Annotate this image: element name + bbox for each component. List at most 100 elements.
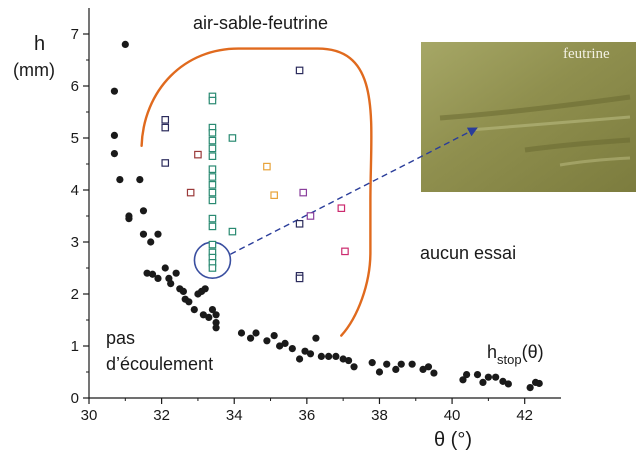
hstop-point [463, 371, 471, 379]
hstop-point [295, 355, 304, 363]
felt-streak [469, 115, 631, 132]
hstop-point [139, 230, 148, 238]
hstop-point [276, 342, 284, 350]
hstop-point [301, 347, 309, 355]
x-tick-label: 42 [516, 407, 533, 424]
hstop-point [154, 230, 162, 238]
felt-streak [524, 137, 631, 153]
y-axis-title: h [34, 33, 45, 55]
hstop-point [350, 363, 358, 371]
y-tick-label: 1 [71, 338, 79, 355]
y-axis-unit: (mm) [13, 60, 55, 80]
hstop-point [473, 371, 482, 379]
no-flow-label-line1: pas [106, 328, 135, 348]
hstop-subscript: stop [497, 352, 522, 367]
hstop-point [535, 379, 543, 388]
flow-point [208, 96, 217, 105]
hstop-point [419, 365, 427, 373]
hstop-point [165, 274, 173, 282]
hstop-point [172, 269, 180, 277]
hstop-point [430, 369, 438, 377]
hstop-point [185, 298, 193, 306]
hstop-point [288, 345, 296, 353]
flow-point [208, 240, 217, 249]
flow-point [341, 247, 349, 256]
hstop-point [281, 339, 289, 347]
hstop-point [212, 319, 220, 327]
felt-streak [439, 94, 631, 121]
hstop-point [125, 215, 133, 223]
hstop-point [368, 359, 376, 367]
flow-point [161, 123, 170, 132]
felt-streak [559, 156, 631, 167]
points-layer [110, 40, 543, 392]
flow-point [295, 66, 304, 75]
hstop-point [263, 337, 271, 345]
hstop-point [110, 131, 119, 139]
x-tick-label: 40 [444, 407, 461, 424]
zoom-arrow [230, 127, 478, 255]
flow-point [208, 129, 217, 137]
flow-point [228, 134, 237, 142]
flow-point [161, 159, 170, 167]
hstop-point [383, 360, 391, 368]
hstop-point [504, 380, 512, 388]
x-axis-title: θ (°) [434, 429, 472, 451]
x-tick-label: 38 [371, 407, 388, 424]
y-tick-label: 7 [71, 26, 79, 43]
y-tick-label: 4 [71, 182, 79, 199]
hstop-point [270, 332, 278, 340]
flow-point [208, 264, 217, 272]
y-tick-label: 6 [71, 78, 79, 95]
hstop-point [212, 324, 220, 332]
hstop-point [208, 306, 217, 314]
hstop-point [325, 352, 333, 360]
flow-point [299, 188, 308, 197]
region-outline [140, 47, 373, 337]
hstop-point [154, 274, 162, 282]
hstop-point [492, 373, 500, 381]
hstop-point [136, 176, 144, 184]
hstop-point [317, 352, 325, 360]
hstop-point [246, 334, 255, 342]
photo-label: feutrine [563, 46, 610, 62]
hstop-point [345, 356, 353, 365]
hstop-point [526, 384, 534, 392]
y-tick-label: 0 [71, 390, 79, 407]
hstop-point [121, 40, 129, 49]
flow-point [228, 227, 237, 236]
hstop-point [424, 363, 433, 371]
hstop-point [392, 365, 400, 373]
hstop-argument: (θ) [522, 342, 544, 362]
hstop-main: h [487, 342, 497, 362]
hstop-point [147, 238, 155, 246]
hstop-point [312, 334, 320, 342]
flow-point [208, 214, 217, 223]
flow-point [208, 165, 217, 174]
flow-point [186, 188, 195, 197]
flow-point [295, 220, 304, 228]
hstop-point [110, 87, 119, 95]
hstop-label: hstop(θ) [487, 342, 544, 367]
x-tick-label: 32 [153, 407, 170, 424]
hstop-point [479, 378, 487, 386]
hstop-point [201, 285, 209, 293]
hstop-point [199, 311, 207, 319]
flow-point [337, 204, 346, 213]
flow-point [208, 196, 217, 205]
hstop-point [484, 373, 492, 381]
hstop-point [116, 176, 124, 184]
flow-point [208, 181, 217, 189]
hstop-point [408, 360, 416, 368]
no-test-label: aucun essai [420, 243, 516, 263]
felt-photo-inset: feutrine [421, 42, 636, 192]
flow-point [208, 222, 217, 231]
hstop-point [143, 269, 151, 277]
flow-point [263, 162, 271, 171]
x-tick-label: 30 [81, 407, 98, 424]
hstop-point [110, 150, 119, 158]
flow-point [208, 188, 217, 197]
hstop-point [139, 207, 148, 215]
y-tick-label: 2 [71, 286, 79, 303]
